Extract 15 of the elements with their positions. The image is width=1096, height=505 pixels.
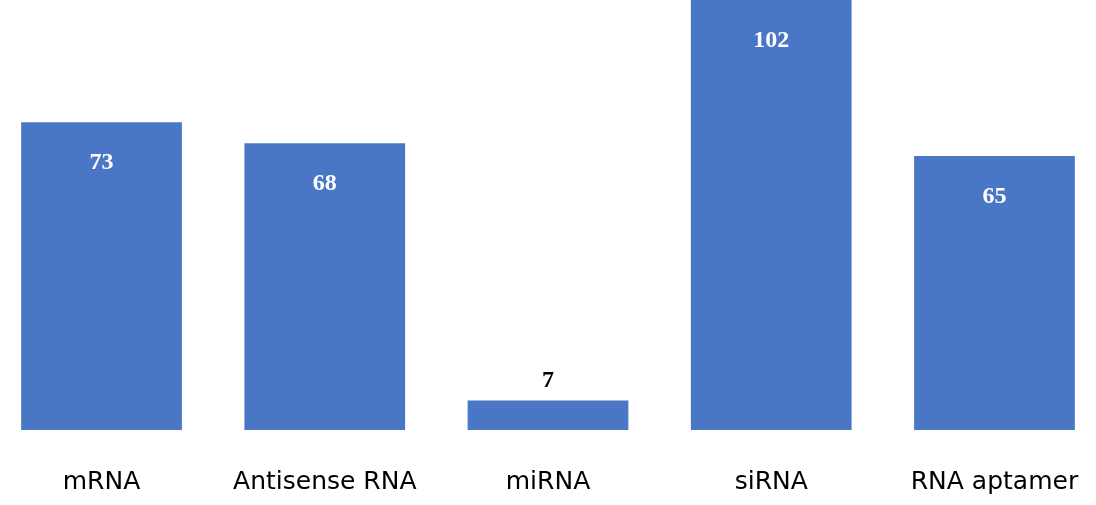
bar (244, 143, 406, 430)
bar (467, 400, 629, 430)
x-tick-label: Antisense RNA (233, 465, 417, 495)
data-label: 102 (753, 26, 790, 52)
x-tick-label: siRNA (734, 465, 808, 495)
data-label: 73 (89, 148, 114, 175)
data-label: 65 (982, 181, 1007, 208)
data-label: 68 (312, 169, 337, 196)
x-tick-label: miRNA (505, 465, 591, 495)
data-label: 7 (542, 366, 554, 393)
x-tick-label: mRNA (62, 465, 141, 495)
bar (21, 122, 182, 430)
x-tick-label: RNA aptamer (910, 465, 1079, 495)
bar (690, 0, 852, 430)
bar (914, 155, 1075, 430)
